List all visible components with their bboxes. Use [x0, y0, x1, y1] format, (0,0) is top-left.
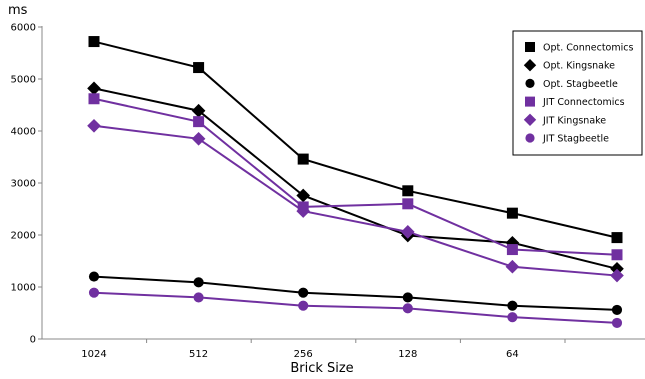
y-tick-label: 3000	[11, 179, 36, 190]
data-point-4-4	[505, 259, 520, 274]
data-point-2-2	[298, 287, 309, 298]
series-group	[87, 36, 624, 328]
y-tick-label: 4000	[11, 127, 36, 138]
data-point-2-3	[402, 292, 413, 303]
y-tick-label: 6000	[11, 23, 36, 34]
y-tick-label: 5000	[11, 75, 36, 86]
y-tick-label: 1000	[11, 283, 36, 294]
data-point-5-2	[298, 300, 309, 311]
data-point-5-5	[611, 317, 623, 328]
x-axis-title: Brick Size	[290, 361, 353, 376]
data-point-1-2	[296, 188, 311, 203]
data-point-0-4	[506, 207, 518, 219]
legend-label: Opt. Stagbeetle	[543, 79, 618, 90]
series-line-3	[93, 97, 618, 256]
plot-area: 0 1000 2000 3000 4000 5000 6000 1024 512 256 128 64	[11, 23, 645, 360]
data-point-0-0	[88, 36, 100, 48]
legend-label: JIT Connectomics	[542, 97, 625, 108]
data-point-3-4	[506, 244, 518, 256]
data-point-3-0	[88, 93, 100, 105]
data-point-2-1	[193, 277, 204, 288]
legend-marker	[523, 113, 537, 126]
legend-marker	[525, 133, 535, 143]
legend-marker	[525, 42, 535, 52]
data-point-4-5	[610, 268, 624, 283]
data-point-4-0	[87, 118, 101, 133]
legend-marker	[523, 59, 537, 72]
data-point-2-4	[507, 300, 518, 311]
series-line-5	[93, 291, 618, 324]
series-line-0	[93, 40, 618, 239]
legend-marker	[525, 78, 535, 88]
data-point-1-1	[191, 103, 206, 118]
x-tick-label: 64	[506, 349, 519, 360]
data-point-5-3	[402, 303, 413, 314]
legend-label: Opt. Connectomics	[543, 43, 633, 54]
x-tick-label: 1024	[81, 349, 106, 360]
series-line-2	[93, 275, 618, 311]
data-point-4-1	[191, 131, 206, 146]
legend-marker	[525, 96, 535, 107]
data-point-2-5	[611, 304, 623, 315]
data-point-3-1	[193, 116, 205, 128]
data-point-5-1	[193, 292, 204, 303]
data-point-0-2	[297, 153, 309, 165]
y-tick-label: 2000	[11, 231, 36, 242]
legend-label: JIT Stagbeetle	[542, 134, 609, 145]
x-tick-label: 128	[398, 349, 417, 360]
data-point-3-5	[611, 249, 623, 261]
x-tick-label: 512	[189, 349, 208, 360]
legend-label: JIT Kingsnake	[542, 115, 606, 126]
data-point-2-0	[88, 271, 100, 282]
data-point-0-1	[193, 62, 205, 74]
series-line-4	[93, 124, 618, 277]
data-point-1-0	[87, 81, 101, 96]
y-tick-label: 0	[30, 335, 36, 346]
data-point-5-4	[507, 312, 518, 323]
data-point-5-0	[88, 287, 100, 298]
x-tick-label: 256	[294, 349, 313, 360]
legend: Opt. Connectomics Opt. Kingsnake Opt. Stag…	[512, 30, 643, 156]
y-axis-title: ms	[8, 3, 28, 18]
data-point-3-3	[402, 198, 414, 210]
series-line-1	[93, 87, 618, 270]
data-point-4-3	[400, 225, 415, 239]
data-point-0-5	[611, 232, 623, 244]
data-point-0-3	[402, 185, 414, 197]
legend-label: Opt. Kingsnake	[543, 61, 615, 72]
data-point-4-2	[296, 204, 311, 218]
